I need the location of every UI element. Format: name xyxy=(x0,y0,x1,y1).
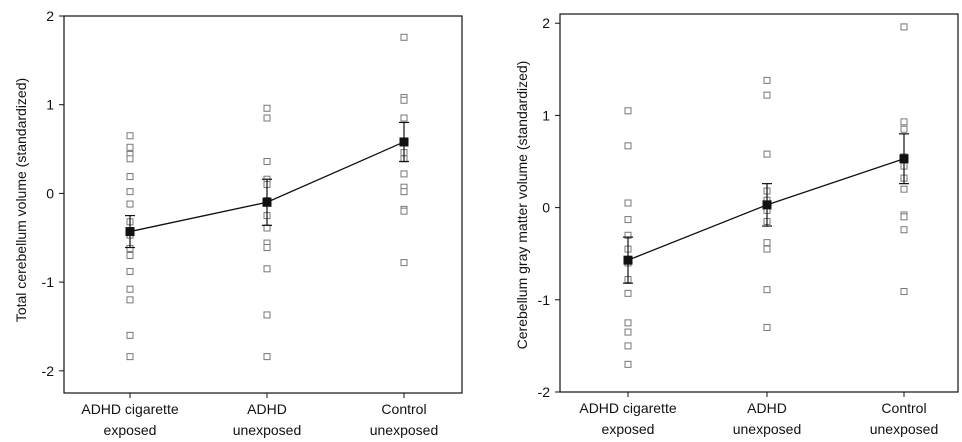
category-label-line2: exposed xyxy=(104,422,157,438)
data-point xyxy=(126,155,134,163)
data-point xyxy=(400,259,408,267)
data-point xyxy=(763,286,771,294)
data-point xyxy=(126,200,134,208)
y-axis-label: Cerebellum gray matter volume (standardi… xyxy=(514,61,530,350)
mean-marker xyxy=(399,137,409,147)
data-point xyxy=(763,245,771,253)
mean-marker xyxy=(125,227,135,237)
data-point xyxy=(763,91,771,99)
data-point xyxy=(900,125,908,133)
category-label-line1: Control xyxy=(381,401,426,417)
data-point xyxy=(624,328,632,336)
data-point xyxy=(400,207,408,215)
category-label-line2: unexposed xyxy=(733,421,802,437)
category-label-line2: unexposed xyxy=(370,422,439,438)
y-axis-label: Total cerebellum volume (standardized) xyxy=(13,78,29,322)
data-point xyxy=(126,143,134,151)
data-point xyxy=(263,157,271,165)
y-tick-label: -1 xyxy=(538,292,551,308)
y-tick-label: 0 xyxy=(542,200,550,216)
data-point xyxy=(900,226,908,234)
data-point xyxy=(624,216,632,224)
data-point xyxy=(624,319,632,327)
y-tick-label: -1 xyxy=(42,274,55,290)
data-point xyxy=(763,76,771,84)
data-point xyxy=(263,311,271,319)
y-tick-label: -2 xyxy=(538,384,551,400)
data-point xyxy=(263,265,271,273)
mean-marker xyxy=(762,200,772,210)
data-point xyxy=(763,323,771,331)
y-tick-label: 0 xyxy=(46,185,54,201)
mean-marker xyxy=(899,154,909,164)
data-point xyxy=(263,114,271,122)
y-tick-label: 1 xyxy=(542,107,550,123)
data-point xyxy=(400,188,408,196)
data-point xyxy=(624,360,632,368)
data-point xyxy=(126,267,134,275)
data-point xyxy=(126,353,134,361)
data-point xyxy=(400,170,408,178)
plot-frame xyxy=(63,15,463,394)
data-point xyxy=(624,107,632,115)
data-point xyxy=(263,104,271,112)
data-point xyxy=(263,353,271,361)
data-point xyxy=(900,23,908,31)
data-point xyxy=(763,150,771,158)
data-point xyxy=(400,96,408,104)
category-label-line2: exposed xyxy=(602,421,655,437)
data-point xyxy=(624,142,632,150)
data-point xyxy=(624,199,632,207)
right-panel: -2 -1 0 1 2 Cerebellum gray matter volume (st… xyxy=(514,13,959,437)
plot-frame xyxy=(559,13,959,393)
category-label-line1: ADHD cigarette xyxy=(81,401,178,417)
mean-marker xyxy=(262,197,272,207)
data-point xyxy=(126,188,134,196)
data-point xyxy=(400,33,408,41)
data-point xyxy=(126,296,134,304)
category-label-line2: unexposed xyxy=(233,422,302,438)
category-label-line1: ADHD xyxy=(747,400,787,416)
data-point xyxy=(126,173,134,181)
left-panel: -2 -1 0 1 2 Total cerebellum volume (standard… xyxy=(13,8,463,438)
y-tick-label: 2 xyxy=(542,15,550,31)
data-point xyxy=(624,342,632,350)
data-point xyxy=(763,239,771,247)
data-point xyxy=(900,213,908,221)
y-tick-label: 1 xyxy=(46,97,54,113)
y-tick-label: -2 xyxy=(42,363,55,379)
data-point xyxy=(126,252,134,260)
data-point xyxy=(126,331,134,339)
data-point xyxy=(126,285,134,293)
data-point xyxy=(400,114,408,122)
data-point xyxy=(900,185,908,193)
data-point xyxy=(900,288,908,296)
y-tick-label: 2 xyxy=(46,8,54,24)
mean-marker xyxy=(623,255,633,265)
data-point xyxy=(900,118,908,126)
data-point xyxy=(624,289,632,297)
data-point xyxy=(263,244,271,252)
category-label-line1: ADHD xyxy=(247,401,287,417)
category-label-line2: unexposed xyxy=(870,421,939,437)
data-point xyxy=(126,132,134,140)
category-label-line1: Control xyxy=(881,400,926,416)
category-label-line1: ADHD cigarette xyxy=(579,400,676,416)
